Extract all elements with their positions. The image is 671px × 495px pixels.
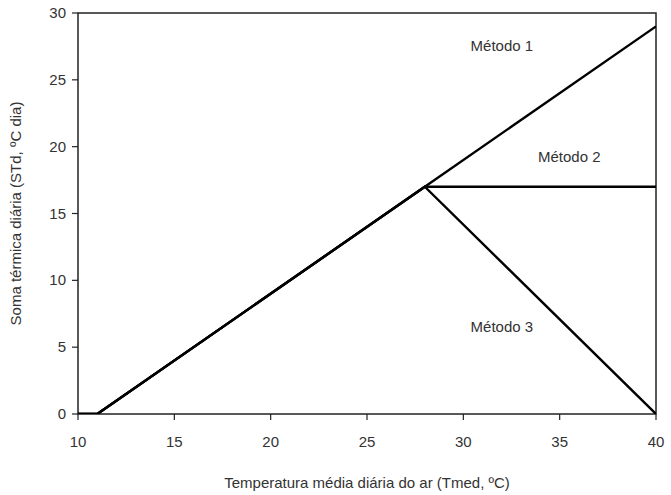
y-tick [72,146,78,147]
x-tick [655,414,656,420]
y-tick [72,79,78,80]
x-tick [174,414,175,420]
x-tick-label: 35 [551,433,568,450]
x-tick [366,414,367,420]
annotation: Método 3 [471,318,534,335]
line-series [78,187,656,414]
x-tick [559,414,560,420]
y-tick-label: 10 [49,271,66,288]
y-tick-label: 25 [49,71,66,88]
plot-frame [78,13,656,414]
chart: 10 15 20 25 30 35 40 0 5 10 15 20 25 30 Temperatura mé… [0,0,671,495]
y-tick [72,347,78,348]
y-tick-label: 20 [49,138,66,155]
y-tick-label: 30 [49,4,66,21]
y-tick-label: 0 [58,405,66,422]
y-axis-label: Soma térmica diária (STd, ºC dia) [7,102,24,326]
x-axis-label: Temperatura média diária do ar (Tmed, ºC… [224,474,510,491]
x-tick-label: 15 [166,433,183,450]
x-tick [270,414,271,420]
x-tick [77,414,78,420]
line-series [78,26,656,414]
y-tick [72,12,78,13]
x-tick-label: 20 [262,433,279,450]
annotation: Método 2 [538,148,601,165]
x-tick [463,414,464,420]
y-tick-label: 15 [49,205,66,222]
plot-data [78,26,656,414]
x-tick-label: 30 [455,433,472,450]
x-tick-label: 40 [648,433,665,450]
x-tick-label: 10 [70,433,87,450]
y-tick [72,213,78,214]
y-tick-label: 5 [58,338,66,355]
y-tick [72,413,78,414]
annotation: Método 1 [471,37,534,54]
x-tick-label: 25 [359,433,376,450]
line-series [78,187,656,414]
y-tick [72,280,78,281]
